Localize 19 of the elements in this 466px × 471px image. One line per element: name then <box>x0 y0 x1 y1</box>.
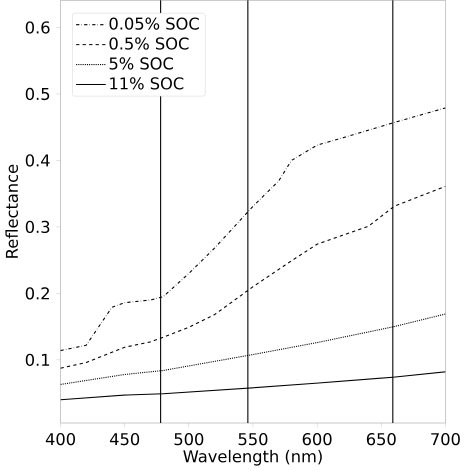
y-tick-label: 0.6 <box>26 21 50 34</box>
y-axis-title: Reflectance <box>5 164 18 258</box>
y-tick-label: 0.4 <box>26 154 50 167</box>
x-tick-label: 700 <box>431 432 460 446</box>
y-tick-label: 0.3 <box>26 220 50 234</box>
y-tick-label: 0.5 <box>26 88 49 100</box>
y-tick-label: 0.1 <box>26 354 49 366</box>
y-tick-label: 0.2 <box>26 287 49 300</box>
x-tick-label: 500 <box>174 432 204 446</box>
x-tick-label: 600 <box>302 432 332 446</box>
legend-label: 5% SOC <box>110 57 173 70</box>
legend-label: 0.5% SOC <box>109 37 188 50</box>
legend-label: 0.05% SOC <box>109 17 199 30</box>
x-tick-label: 450 <box>110 432 139 446</box>
x-axis-title: Wavelength (nm) <box>183 450 322 466</box>
x-tick-label: 650 <box>366 432 396 446</box>
x-tick-label: 400 <box>46 432 75 446</box>
legend-label: 11% SOC <box>110 77 184 90</box>
x-tick-label: 550 <box>238 432 268 446</box>
